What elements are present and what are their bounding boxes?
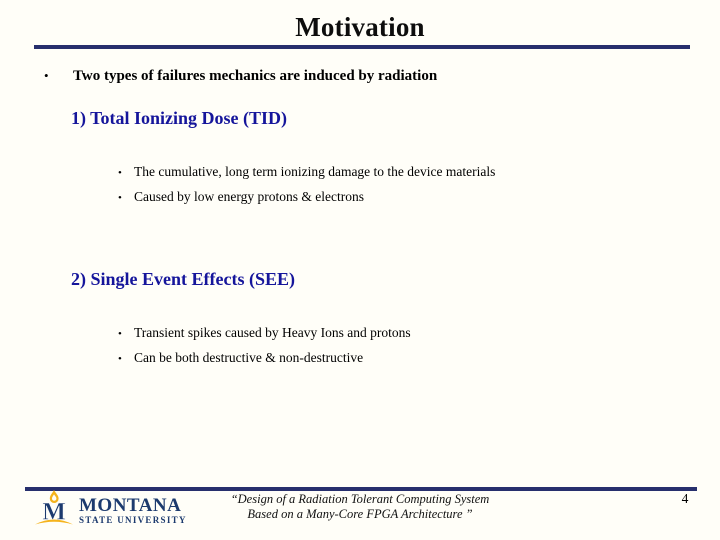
footer-divider: [25, 487, 697, 491]
swoosh-icon: [35, 519, 73, 525]
bullet-text: Can be both destructive & non-destructiv…: [134, 350, 364, 365]
tid-bullet-list: • The cumulative, long term ionizing dam…: [118, 160, 495, 210]
list-item: • Caused by low energy protons & electro…: [118, 185, 495, 210]
section-heading-tid: 1) Total Ionizing Dose (TID): [71, 108, 288, 128]
citation-line-2: Based on a Many-Core FPGA Architecture ”: [247, 507, 473, 521]
page-number: 4: [681, 491, 689, 506]
main-bullet-text: Two types of failures mechanics are indu…: [73, 68, 438, 84]
section-heading-see: 2) Single Event Effects (SEE): [71, 269, 295, 289]
msu-logo: M MONTANA STATE UNIVERSITY: [33, 489, 187, 532]
msu-subname: STATE UNIVERSITY: [79, 514, 187, 525]
see-bullet-list: • Transient spikes caused by Heavy Ions …: [118, 321, 411, 371]
citation: “Design of a Radiation Tolerant Computin…: [180, 492, 540, 522]
msu-name: MONTANA: [79, 494, 182, 516]
msu-wordmark: MONTANA STATE UNIVERSITY: [79, 496, 187, 526]
list-item: • Transient spikes caused by Heavy Ions …: [118, 321, 411, 346]
page-title: Motivation: [295, 12, 425, 42]
citation-line-1: “Design of a Radiation Tolerant Computin…: [230, 492, 490, 506]
bullet-text: Caused by low energy protons & electrons: [134, 189, 364, 204]
msu-emblem-icon: M: [33, 489, 75, 532]
bullet-icon: •: [118, 353, 122, 365]
bullet-icon: •: [118, 167, 122, 179]
list-item: • The cumulative, long term ionizing dam…: [118, 160, 495, 185]
bullet-icon: •: [118, 192, 122, 204]
main-bullet: • Two types of failures mechanics are in…: [44, 68, 437, 85]
bullet-icon: •: [44, 68, 49, 83]
bullet-icon: •: [118, 328, 122, 340]
title-divider: [34, 45, 690, 49]
bullet-text: Transient spikes caused by Heavy Ions an…: [134, 325, 411, 340]
list-item: • Can be both destructive & non-destruct…: [118, 346, 411, 371]
bullet-text: The cumulative, long term ionizing damag…: [134, 164, 496, 179]
